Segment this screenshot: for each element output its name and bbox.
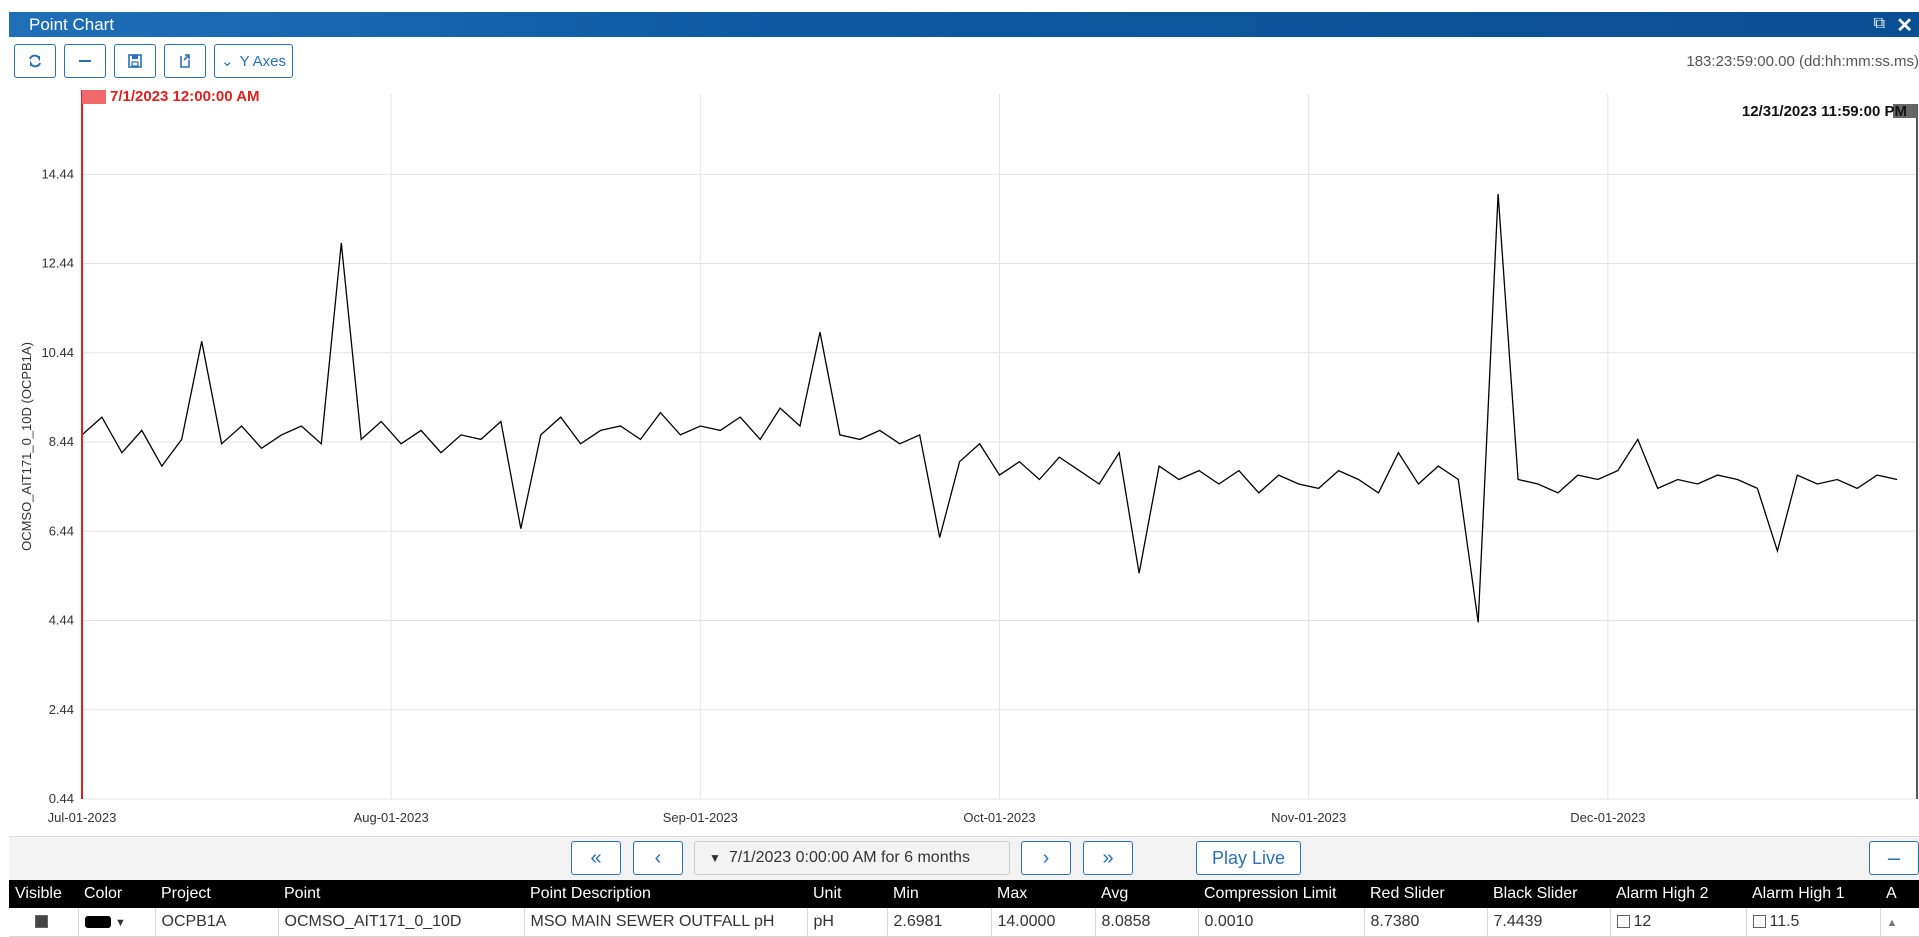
collapse-panel-button[interactable]: – bbox=[1869, 841, 1919, 875]
double-chevron-right-icon: » bbox=[1102, 846, 1114, 869]
refresh-button[interactable] bbox=[14, 44, 56, 78]
refresh-icon bbox=[29, 54, 41, 68]
alarm-high-2-value: 12 bbox=[1633, 913, 1652, 930]
color-cell[interactable]: ▼ bbox=[78, 908, 156, 937]
y-axis-label: OCMSO_AIT171_0_10D (OCPB1A) bbox=[19, 342, 34, 551]
red-slider-flag[interactable] bbox=[82, 90, 106, 104]
minus-icon bbox=[79, 60, 91, 62]
export-icon bbox=[180, 54, 190, 68]
step-forward-button[interactable]: › bbox=[1021, 841, 1071, 875]
chevron-left-icon: ‹ bbox=[654, 846, 662, 869]
red-slider-label: 7/1/2023 12:00:00 AM bbox=[110, 88, 260, 105]
x-tick-label: Dec-01-2023 bbox=[1570, 810, 1645, 825]
time-range-selector[interactable]: ▼ 7/1/2023 0:00:00 AM for 6 months bbox=[694, 841, 1010, 875]
points-grid: Visible Color Project Point Point Descri… bbox=[9, 880, 1919, 937]
y-tick-label: 4.44 bbox=[49, 613, 74, 628]
col-avg[interactable]: Avg bbox=[1095, 880, 1198, 908]
zoom-out-button[interactable] bbox=[64, 44, 106, 78]
window-titlebar: Point Chart ⧉ ✕ bbox=[9, 12, 1919, 37]
export-button[interactable] bbox=[164, 44, 206, 78]
x-tick-label: Oct-01-2023 bbox=[963, 810, 1035, 825]
avg-cell: 8.0858 bbox=[1095, 908, 1199, 937]
col-project[interactable]: Project bbox=[155, 880, 278, 908]
window-title: Point Chart bbox=[29, 15, 115, 34]
col-truncated[interactable]: A bbox=[1880, 880, 1919, 908]
save-button[interactable] bbox=[114, 44, 156, 78]
col-point[interactable]: Point bbox=[278, 880, 524, 908]
col-black-slider[interactable]: Black Slider bbox=[1487, 880, 1610, 908]
point-chart[interactable]: 0.44 2.44 4.44 6.44 8.44 10.44 12.44 14.44 Jul-… bbox=[9, 86, 1919, 836]
y-axes-dropdown[interactable]: ⌄ Y Axes bbox=[214, 44, 293, 78]
minus-icon: – bbox=[1887, 845, 1901, 870]
x-tick-label: Sep-01-2023 bbox=[663, 810, 738, 825]
duration-readout: 183:23:59:00.00 (dd:hh:mm:ss.ms) bbox=[1686, 53, 1919, 70]
col-alarm-high-2[interactable]: Alarm High 2 bbox=[1610, 880, 1746, 908]
col-unit[interactable]: Unit bbox=[807, 880, 887, 908]
alarm-high-1-value: 11.5 bbox=[1769, 913, 1800, 930]
visible-checkbox[interactable] bbox=[34, 915, 48, 929]
col-point-description[interactable]: Point Description bbox=[524, 880, 807, 908]
y-tick-label: 10.44 bbox=[41, 345, 74, 360]
y-tick-label: 12.44 bbox=[41, 256, 74, 271]
project-cell: OCPB1A bbox=[155, 908, 279, 937]
chart-toolbar: ⌄ Y Axes 183:23:59:00.00 (dd:hh:mm:ss.ms… bbox=[9, 38, 1919, 84]
chevron-right-icon: › bbox=[1042, 846, 1050, 869]
red-slider-cell: 8.7380 bbox=[1364, 908, 1488, 937]
alarm-high-2-checkbox[interactable] bbox=[1616, 915, 1630, 929]
x-tick-label: Aug-01-2023 bbox=[354, 810, 429, 825]
grid-header-row: Visible Color Project Point Point Descri… bbox=[9, 880, 1919, 908]
time-range-label: 7/1/2023 0:00:00 AM for 6 months bbox=[728, 849, 970, 866]
save-icon bbox=[128, 54, 142, 68]
scroll-up-icon[interactable]: ▲ bbox=[1886, 917, 1898, 929]
time-navigation-bar: « ‹ ▼ 7/1/2023 0:00:00 AM for 6 months ›… bbox=[9, 836, 1919, 881]
table-row[interactable]: ▼ OCPB1A OCMSO_AIT171_0_10D MSO MAIN SEW… bbox=[9, 908, 1919, 937]
black-slider-label: 12/31/2023 11:59:00 PM bbox=[1742, 103, 1907, 120]
y-tick-label: 0.44 bbox=[49, 791, 74, 806]
jump-end-button[interactable]: » bbox=[1083, 841, 1133, 875]
color-swatch[interactable] bbox=[84, 915, 111, 928]
description-cell: MSO MAIN SEWER OUTFALL pH bbox=[524, 908, 808, 937]
alarm-high-2-cell[interactable]: 12 bbox=[1610, 908, 1747, 937]
y-axes-label: Y Axes bbox=[239, 52, 286, 70]
col-visible[interactable]: Visible bbox=[9, 880, 78, 908]
alarm-high-1-checkbox[interactable] bbox=[1752, 915, 1766, 929]
caret-down-icon[interactable]: ▼ bbox=[114, 917, 126, 929]
y-tick-label: 14.44 bbox=[41, 166, 74, 181]
alarm-high-1-cell[interactable]: 11.5 bbox=[1746, 908, 1881, 937]
y-tick-label: 6.44 bbox=[49, 523, 74, 538]
caret-down-icon: ▼ bbox=[709, 851, 721, 865]
step-back-button[interactable]: ‹ bbox=[633, 841, 683, 875]
min-cell: 2.6981 bbox=[887, 908, 992, 937]
black-slider-flag[interactable] bbox=[1893, 104, 1917, 118]
visible-cell[interactable] bbox=[9, 908, 79, 937]
play-live-button[interactable]: Play Live bbox=[1196, 841, 1301, 875]
col-compression-limit[interactable]: Compression Limit bbox=[1198, 880, 1364, 908]
scroll-cell[interactable]: ▲ bbox=[1880, 908, 1919, 937]
col-color[interactable]: Color bbox=[78, 880, 155, 908]
y-tick-label: 2.44 bbox=[49, 702, 74, 717]
chevron-down-icon: ⌄ bbox=[221, 53, 234, 70]
restore-window-icon[interactable]: ⧉ bbox=[1873, 15, 1885, 32]
col-min[interactable]: Min bbox=[887, 880, 991, 908]
close-window-icon[interactable]: ✕ bbox=[1896, 15, 1913, 37]
series-line bbox=[81, 193, 1898, 623]
x-tick-label: Jul-01-2023 bbox=[48, 810, 117, 825]
y-tick-label: 8.44 bbox=[49, 434, 74, 449]
col-alarm-high-1[interactable]: Alarm High 1 bbox=[1746, 880, 1880, 908]
double-chevron-left-icon: « bbox=[590, 846, 602, 869]
unit-cell: pH bbox=[807, 908, 888, 937]
point-cell: OCMSO_AIT171_0_10D bbox=[278, 908, 525, 937]
col-red-slider[interactable]: Red Slider bbox=[1364, 880, 1487, 908]
col-max[interactable]: Max bbox=[991, 880, 1095, 908]
jump-start-button[interactable]: « bbox=[571, 841, 621, 875]
max-cell: 14.0000 bbox=[991, 908, 1096, 937]
x-tick-label: Nov-01-2023 bbox=[1271, 810, 1346, 825]
black-slider-cell: 7.4439 bbox=[1487, 908, 1611, 937]
compression-cell: 0.0010 bbox=[1198, 908, 1365, 937]
